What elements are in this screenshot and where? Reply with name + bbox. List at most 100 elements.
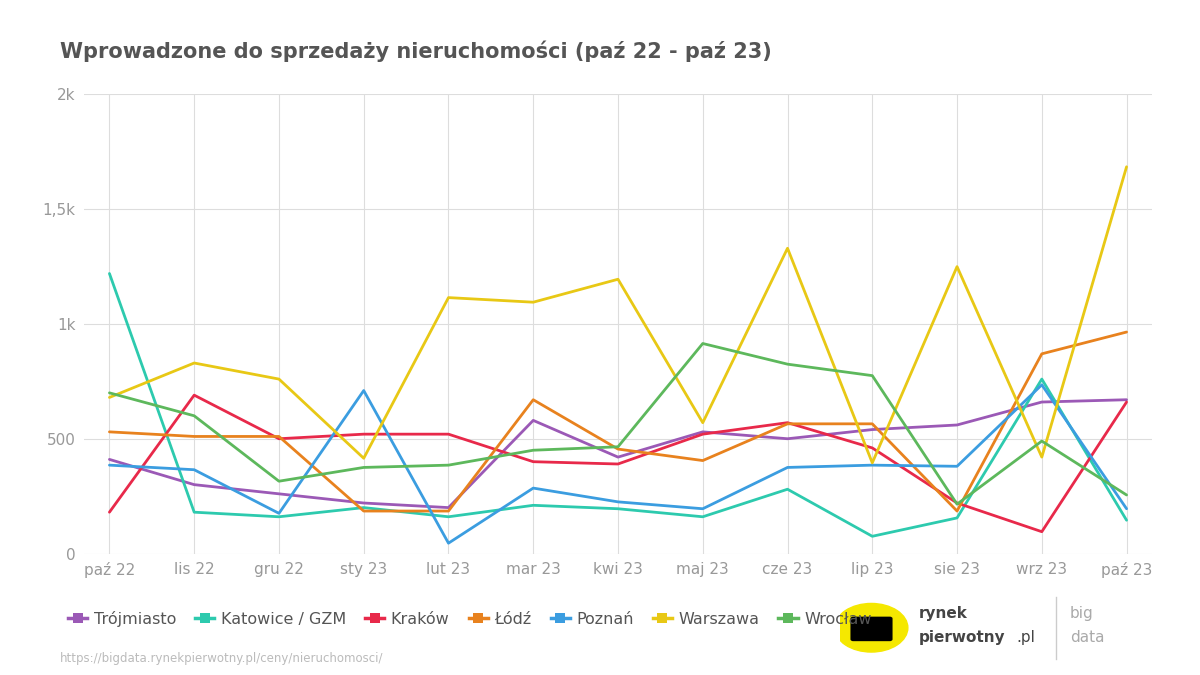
Kraków: [611, 460, 625, 468]
Łódź: [696, 456, 710, 464]
Wrocław: [526, 446, 540, 454]
Katowice / GZM: [1120, 516, 1134, 524]
Warszawa: [950, 263, 965, 271]
Kraków: [187, 391, 202, 399]
Katowice / GZM: [950, 514, 965, 522]
Łódź: [102, 428, 116, 436]
Line: Wrocław: Wrocław: [109, 344, 1127, 504]
Wrocław: [102, 389, 116, 397]
Poznań: [950, 462, 965, 470]
Line: Trójmiasto: Trójmiasto: [109, 400, 1127, 508]
Łódź: [611, 445, 625, 453]
Warszawa: [611, 275, 625, 284]
Trójmiasto: [271, 490, 286, 498]
Kraków: [696, 430, 710, 438]
Trójmiasto: [696, 428, 710, 436]
Poznań: [526, 484, 540, 492]
Warszawa: [102, 394, 116, 402]
Warszawa: [442, 294, 456, 302]
Łódź: [1120, 328, 1134, 336]
Poznań: [865, 461, 880, 469]
Trójmiasto: [780, 435, 794, 443]
Łódź: [442, 507, 456, 515]
Kraków: [1120, 398, 1134, 406]
Line: Poznań: Poznań: [109, 385, 1127, 543]
Circle shape: [835, 603, 908, 652]
Kraków: [780, 418, 794, 427]
Warszawa: [187, 359, 202, 367]
Wrocław: [696, 340, 710, 348]
Wrocław: [950, 500, 965, 508]
Poznań: [102, 461, 116, 469]
Katowice / GZM: [696, 513, 710, 521]
Poznań: [187, 466, 202, 474]
Łódź: [780, 420, 794, 428]
Line: Kraków: Kraków: [109, 395, 1127, 532]
Łódź: [271, 433, 286, 441]
Text: https://bigdata.rynekpierwotny.pl/ceny/nieruchomosci/: https://bigdata.rynekpierwotny.pl/ceny/n…: [60, 652, 384, 665]
Wrocław: [271, 477, 286, 485]
Trójmiasto: [442, 504, 456, 512]
Wrocław: [442, 461, 456, 469]
Legend: Trójmiasto, Katowice / GZM, Kraków, Łódź, Poznań, Warszawa, Wrocław: Trójmiasto, Katowice / GZM, Kraków, Łódź…: [68, 610, 871, 626]
Katowice / GZM: [865, 532, 880, 540]
Katowice / GZM: [356, 504, 371, 512]
Poznań: [271, 509, 286, 517]
Trójmiasto: [1120, 396, 1134, 404]
FancyBboxPatch shape: [851, 617, 893, 641]
Poznań: [1120, 505, 1134, 513]
Text: data: data: [1069, 630, 1104, 645]
Line: Warszawa: Warszawa: [109, 167, 1127, 463]
Katowice / GZM: [526, 502, 540, 510]
Trójmiasto: [950, 421, 965, 429]
Wrocław: [780, 360, 794, 368]
Text: .pl: .pl: [1016, 630, 1036, 645]
Text: pierwotny: pierwotny: [918, 630, 1004, 645]
Warszawa: [356, 454, 371, 462]
Trójmiasto: [356, 499, 371, 507]
Kraków: [271, 435, 286, 443]
Wrocław: [1120, 491, 1134, 499]
Poznań: [780, 463, 794, 471]
Poznań: [696, 505, 710, 513]
Katowice / GZM: [442, 513, 456, 521]
Katowice / GZM: [1034, 375, 1049, 383]
Kraków: [950, 499, 965, 507]
Katowice / GZM: [187, 508, 202, 516]
Kraków: [865, 444, 880, 452]
Katowice / GZM: [102, 269, 116, 277]
Wrocław: [187, 412, 202, 420]
Trójmiasto: [865, 425, 880, 433]
Łódź: [865, 420, 880, 428]
Warszawa: [526, 298, 540, 306]
Warszawa: [1120, 163, 1134, 171]
Line: Łódź: Łódź: [109, 332, 1127, 511]
Poznań: [611, 498, 625, 506]
Warszawa: [271, 375, 286, 383]
Kraków: [526, 458, 540, 466]
Trójmiasto: [102, 456, 116, 464]
Trójmiasto: [1034, 398, 1049, 406]
Trójmiasto: [526, 416, 540, 425]
Warszawa: [865, 459, 880, 467]
Trójmiasto: [187, 481, 202, 489]
Warszawa: [1034, 453, 1049, 461]
Łódź: [356, 507, 371, 515]
Kraków: [102, 508, 116, 516]
Text: Wprowadzone do sprzedaży nieruchomości (paź 22 - paź 23): Wprowadzone do sprzedaży nieruchomości (…: [60, 40, 772, 62]
Trójmiasto: [611, 453, 625, 461]
Wrocław: [1034, 437, 1049, 445]
Wrocław: [865, 371, 880, 379]
Warszawa: [780, 244, 794, 252]
Łódź: [950, 507, 965, 515]
Katowice / GZM: [271, 513, 286, 521]
Kraków: [356, 430, 371, 438]
Katowice / GZM: [611, 505, 625, 513]
Kraków: [442, 430, 456, 438]
Katowice / GZM: [780, 485, 794, 493]
Poznań: [1034, 381, 1049, 389]
Łódź: [187, 433, 202, 441]
Wrocław: [611, 443, 625, 451]
Łódź: [526, 396, 540, 404]
Łódź: [1034, 350, 1049, 358]
